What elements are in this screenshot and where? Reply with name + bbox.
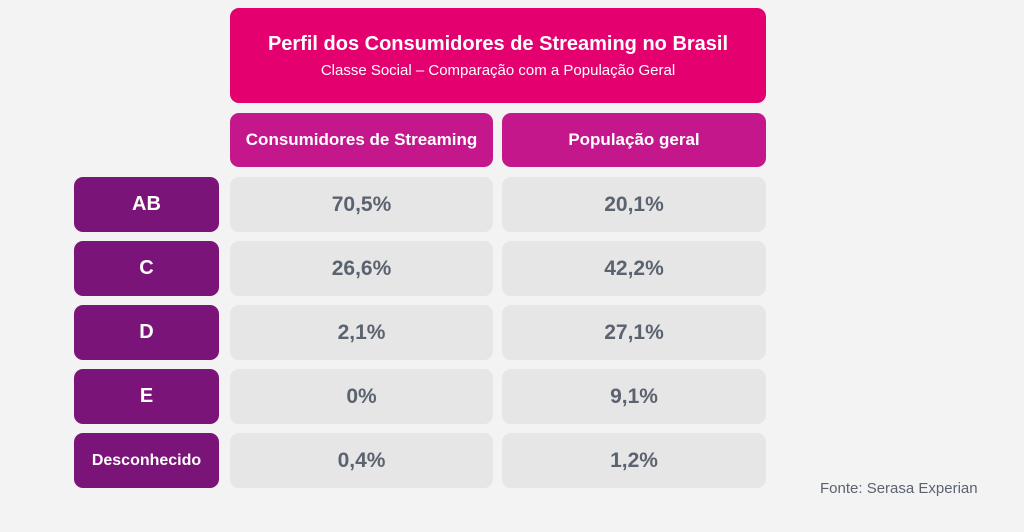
row-header: D	[74, 305, 219, 360]
table-cell: 9,1%	[502, 369, 766, 424]
title: Perfil dos Consumidores de Streaming no …	[267, 32, 729, 55]
row-header: C	[74, 241, 219, 296]
title-box: Perfil dos Consumidores de Streaming no …	[230, 8, 766, 103]
table-cell: 0,4%	[230, 433, 493, 488]
table-cell: 2,1%	[230, 305, 493, 360]
table-cell: 20,1%	[502, 177, 766, 232]
subtitle: Classe Social – Comparação com a Populaç…	[320, 61, 676, 79]
table-cell: 42,2%	[502, 241, 766, 296]
table-cell: 0%	[230, 369, 493, 424]
row-header: E	[74, 369, 219, 424]
table-cell: 1,2%	[502, 433, 766, 488]
row-header: Desconhecido	[74, 433, 219, 488]
table-cell: 26,6%	[230, 241, 493, 296]
table-cell: 27,1%	[502, 305, 766, 360]
table-cell: 70,5%	[230, 177, 493, 232]
column-header: População geral	[502, 113, 766, 167]
row-header: AB	[74, 177, 219, 232]
column-header: Consumidores de Streaming	[230, 113, 493, 167]
source: Fonte: Serasa Experian	[820, 480, 978, 497]
